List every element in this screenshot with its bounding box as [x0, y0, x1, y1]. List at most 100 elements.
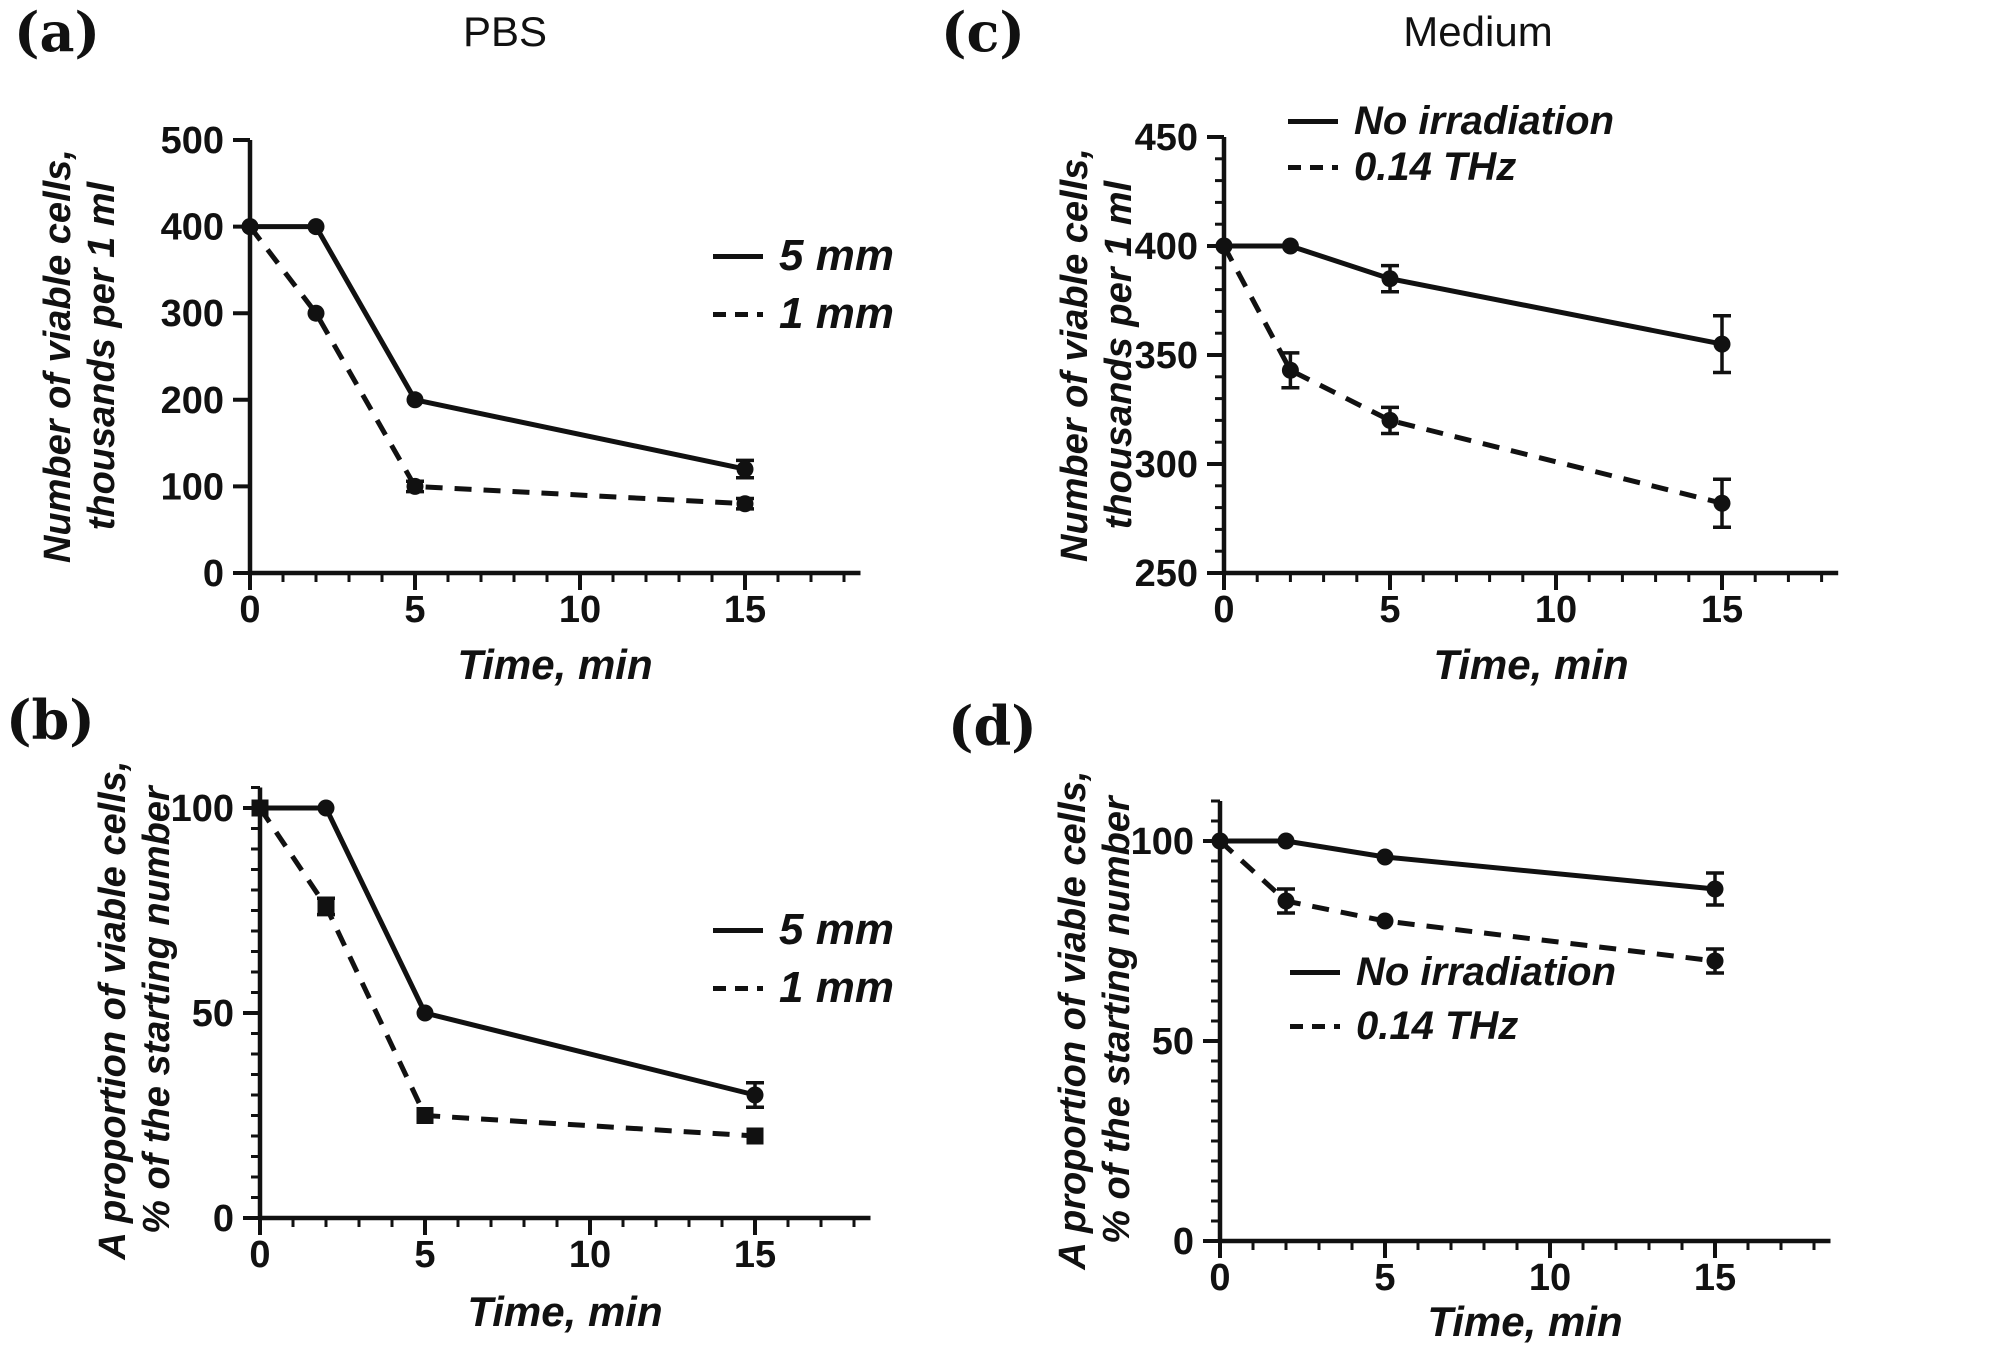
- data-point-circle: [1376, 912, 1394, 930]
- x-tick-label: 0: [239, 589, 260, 631]
- panel-c-y-axis-label-line1: Number of viable cells,: [1053, 148, 1096, 563]
- panel-d-x-axis-label: Time, min: [1427, 1298, 1623, 1345]
- x-tick-label: 15: [734, 1234, 776, 1276]
- panel-a-y-axis-label-line2: thousands per 1 ml: [81, 181, 123, 531]
- panel-a-title: PBS: [462, 8, 548, 55]
- y-tick-label: 50: [192, 993, 234, 1035]
- legend-label: 5 mm: [779, 905, 894, 954]
- data-point-circle: [406, 477, 424, 495]
- panel-a-x-axis-label: Time, min: [457, 641, 653, 688]
- data-point-circle: [1376, 848, 1394, 866]
- data-point-circle: [406, 391, 424, 409]
- x-tick-label: 0: [249, 1234, 270, 1276]
- data-point-circle: [1215, 237, 1233, 255]
- data-point-circle: [1277, 892, 1295, 910]
- legend-label: 0.14 THz: [1356, 1003, 1519, 1048]
- series-line-dashed: [257, 806, 756, 1139]
- panel-c-chart: 0 5 10 15 250 300 350 400 450: [1135, 117, 1839, 631]
- y-tick-label: 450: [1135, 117, 1198, 159]
- series-line-dashed: [248, 225, 746, 507]
- x-tick-label: 0: [1213, 589, 1234, 631]
- legend-solid-line-icon: [1290, 969, 1340, 975]
- data-point-circle: [241, 218, 259, 236]
- x-tick-label: 5: [1374, 1257, 1395, 1299]
- legend-dashed-line-icon: [713, 311, 763, 317]
- series-line-solid: [1224, 243, 1723, 347]
- legend-label: 5 mm: [779, 231, 894, 280]
- y-tick-label: 100: [1131, 821, 1194, 863]
- y-tick-label: 0: [1173, 1221, 1194, 1263]
- panel-d-series-dashed: [1211, 832, 1724, 975]
- y-tick-label: 400: [1135, 226, 1198, 268]
- legend-label: 1 mm: [779, 963, 894, 1012]
- panel-c-x-axis-label: Time, min: [1433, 641, 1629, 688]
- data-point-circle: [1381, 411, 1399, 429]
- panel-b-y-axis-label: A proportion of viable cells, % of the s…: [91, 660, 179, 1360]
- data-point-circle: [1706, 952, 1724, 970]
- data-point-circle: [307, 304, 325, 322]
- panel-a-legend: 5 mm 1 mm: [713, 231, 894, 347]
- legend-label: No irradiation: [1356, 949, 1617, 994]
- panel-a-letter: (a): [14, 0, 101, 64]
- legend-dashed-line-icon: [1288, 164, 1338, 170]
- panel-d-y-axis-label-line2: % of the starting number: [1096, 796, 1138, 1244]
- y-tick-label: 300: [161, 293, 224, 335]
- y-tick-label: 0: [203, 553, 224, 595]
- x-tick-label: 5: [1379, 589, 1400, 631]
- panel-b-series-solid: [251, 799, 764, 1110]
- panel-b-x-axis-label: Time, min: [467, 1288, 663, 1335]
- data-point-circle: [1211, 832, 1229, 850]
- legend-dashed-line-icon: [713, 985, 763, 991]
- data-point-circle: [1277, 832, 1295, 850]
- data-point-circle: [736, 460, 754, 478]
- series-line-dashed: [1221, 244, 1723, 506]
- legend-row: 5 mm: [713, 231, 894, 281]
- legend-row: 5 mm: [713, 905, 894, 955]
- panel-b-letter: (b): [6, 688, 95, 752]
- y-tick-label: 100: [161, 466, 224, 508]
- panel-a-chart: 0 5 10 15 0 100 200 300 400 500: [161, 120, 861, 631]
- panel-d-legend: No irradiation 0.14 THz: [1290, 948, 1616, 1056]
- legend-row: No irradiation: [1290, 948, 1616, 996]
- panel-b-series-dashed: [251, 799, 764, 1145]
- data-point-square: [416, 1107, 434, 1124]
- x-tick-label: 15: [1701, 589, 1743, 631]
- panel-d-series-solid: [1211, 832, 1724, 907]
- panel-c-y-axis-label: Number of viable cells, thousands per 1 …: [1053, 5, 1141, 705]
- x-tick-label: 5: [404, 589, 425, 631]
- panel-d-y-axis-label-line1: A proportion of viable cells,: [1051, 770, 1094, 1270]
- series-line-solid: [1220, 838, 1716, 892]
- series-line-solid: [250, 224, 746, 472]
- panel-a-series-solid: [241, 218, 754, 480]
- data-point-square: [251, 799, 269, 817]
- panel-c-letter: (c): [941, 0, 1025, 64]
- panel-b-y-axis-label-line2: % of the starting number: [136, 786, 178, 1234]
- data-point-circle: [1713, 494, 1731, 512]
- panel-b-legend: 5 mm 1 mm: [713, 905, 894, 1021]
- data-point-circle: [736, 495, 754, 513]
- legend-label: No irradiation: [1354, 98, 1615, 143]
- x-tick-label: 15: [724, 589, 766, 631]
- legend-dashed-line-icon: [1290, 1023, 1340, 1029]
- legend-row: 0.14 THz: [1288, 144, 1614, 190]
- data-point-circle: [1281, 237, 1299, 255]
- panel-c-title: Medium: [1403, 8, 1553, 55]
- panel-a-y-axis-label-line1: Number of viable cells,: [36, 149, 79, 564]
- y-tick-label: 350: [1135, 335, 1198, 377]
- y-tick-label: 500: [161, 120, 224, 162]
- data-point-circle: [746, 1086, 764, 1104]
- legend-solid-line-icon: [713, 927, 763, 933]
- panel-c-series-dashed: [1215, 237, 1731, 529]
- y-tick-label: 200: [161, 380, 224, 422]
- data-point-circle: [1281, 361, 1299, 379]
- x-tick-label: 10: [1535, 589, 1577, 631]
- legend-row: 0.14 THz: [1290, 1002, 1616, 1050]
- data-point-circle: [1706, 880, 1724, 898]
- panel-c-y-axis-label-line2: thousands per 1 ml: [1098, 180, 1140, 530]
- data-point-square: [317, 897, 335, 915]
- x-tick-label: 10: [1529, 1257, 1571, 1299]
- y-tick-label: 50: [1152, 1021, 1194, 1063]
- legend-label: 0.14 THz: [1354, 144, 1517, 189]
